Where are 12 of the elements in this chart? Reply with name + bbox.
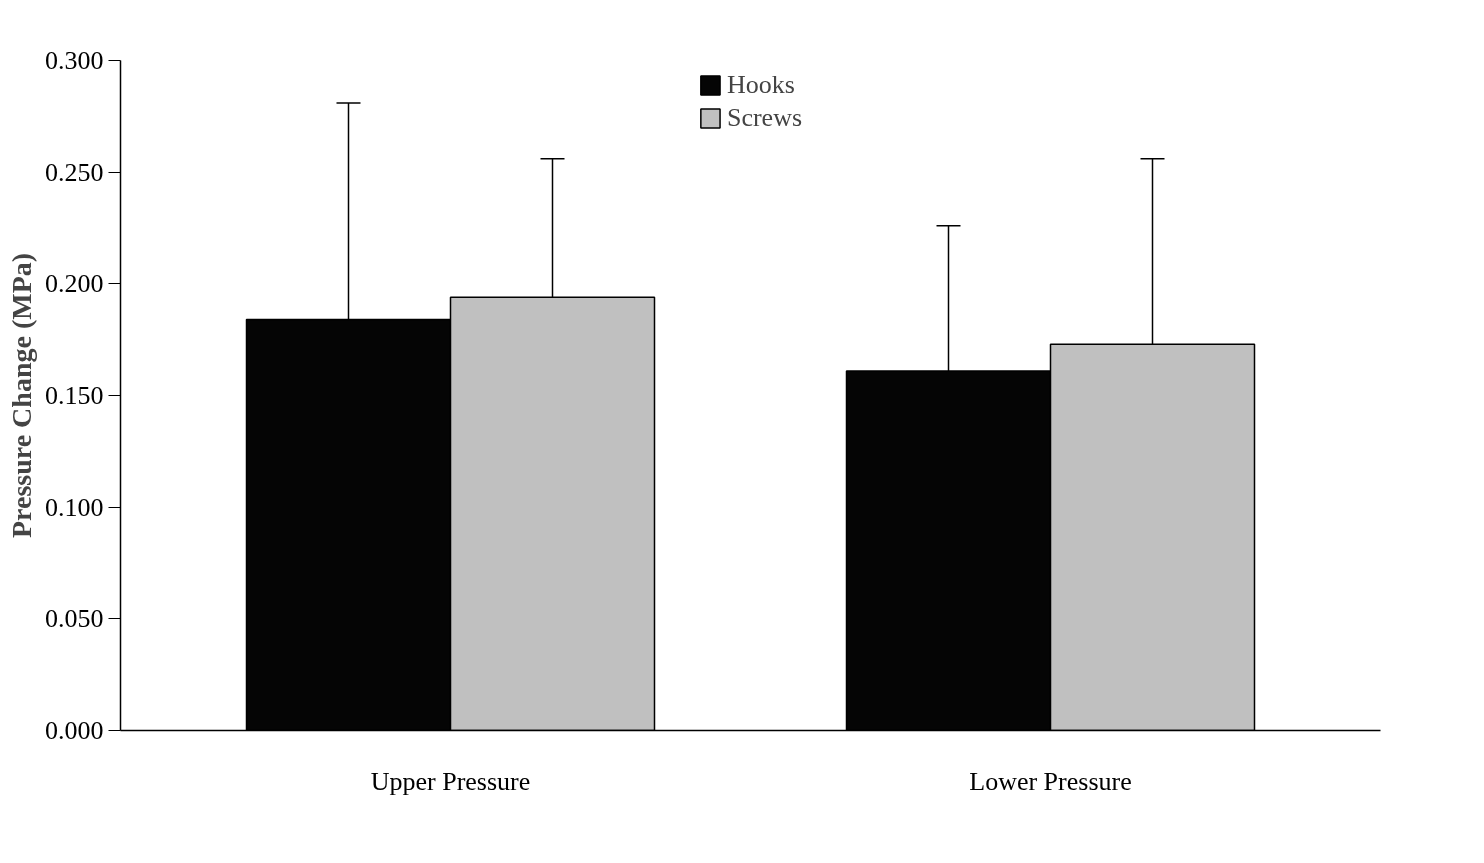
y-tick-label: 0.200	[45, 269, 104, 299]
x-tick-label: Lower Pressure	[969, 766, 1132, 796]
y-tick-label: 0.000	[45, 716, 104, 745]
y-tick-label: 0.300	[45, 46, 104, 75]
y-tick-label: 0.100	[45, 492, 104, 522]
y-tick-label: 0.150	[45, 381, 104, 410]
legend-label: Hooks	[726, 70, 795, 100]
y-tick-label: 0.050	[45, 604, 104, 634]
y-axis-title: Pressure Change (MPa)	[6, 252, 37, 539]
x-tick-label: Upper Pressure	[370, 766, 531, 796]
y-tick-label: 0.250	[45, 157, 104, 187]
legend-label: Screws	[726, 103, 803, 133]
